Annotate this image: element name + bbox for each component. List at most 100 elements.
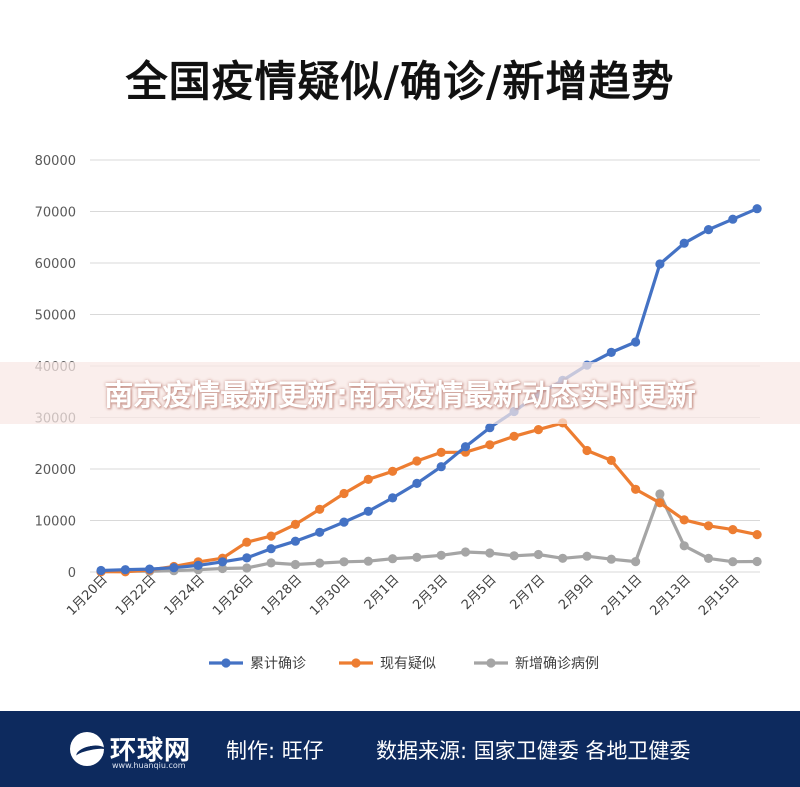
legend-item: 现有疑似 [339, 656, 436, 672]
data-point [290, 519, 300, 530]
y-tick-label: 0 [68, 566, 76, 581]
data-point [169, 563, 179, 573]
data-point [436, 462, 446, 472]
data-point [242, 553, 252, 563]
data-point [242, 537, 252, 547]
data-point [120, 565, 130, 575]
x-tick-label: 1月28日 [259, 572, 306, 619]
legend-label: 现有疑似 [380, 656, 436, 672]
data-point [145, 564, 155, 574]
data-point [752, 204, 762, 214]
data-point [217, 557, 228, 567]
data-point [363, 556, 373, 566]
data-point [412, 456, 422, 466]
data-point [728, 557, 738, 567]
data-point [315, 504, 325, 514]
data-point [266, 531, 276, 541]
logo-text: 环球网 [110, 736, 192, 766]
logo-url: www.huanqiu.com [112, 761, 186, 770]
data-point [290, 559, 300, 570]
data-point [703, 225, 714, 235]
x-tick-label: 2月9日 [556, 572, 597, 613]
data-point [582, 445, 592, 456]
y-tick-label: 50000 [35, 309, 76, 324]
series-0 [96, 204, 762, 576]
series-2 [96, 489, 762, 577]
logo-globe-icon [70, 732, 104, 766]
data-point [315, 527, 325, 537]
watermark-band [0, 362, 800, 424]
data-point [728, 214, 738, 224]
data-point [363, 474, 373, 484]
x-tick-label: 2月13日 [647, 572, 694, 619]
x-tick-label: 1月22日 [113, 572, 160, 619]
data-point [315, 558, 325, 568]
legend-label: 累计确诊 [250, 656, 306, 672]
data-point [412, 552, 422, 563]
data-point [728, 525, 738, 535]
overlay-headline: 南京疫情最新更新:南京疫情最新动态实时更新 [104, 378, 696, 412]
data-point [266, 558, 276, 568]
data-source-credit: 数据来源: 国家卫健委 各地卫健委 [376, 739, 691, 763]
data-point [485, 423, 495, 433]
data-point [509, 431, 519, 441]
series-line [100, 421, 758, 574]
data-point [606, 554, 616, 564]
line-chart: 0100002000030000400005000060000700008000… [35, 154, 762, 672]
x-tick-label: 2月1日 [362, 572, 403, 613]
x-tick-label: 1月24日 [161, 572, 208, 619]
y-tick-label: 70000 [35, 206, 76, 221]
series-line [100, 492, 758, 574]
data-point [339, 488, 349, 499]
y-tick-label: 80000 [35, 154, 76, 169]
chart-title: 全国疫情疑似/确诊/新增趋势 [125, 57, 675, 106]
data-point [96, 565, 106, 576]
data-point [606, 455, 616, 465]
data-point [217, 563, 228, 574]
y-tick-label: 60000 [35, 257, 76, 272]
data-point [485, 548, 495, 558]
data-point [752, 556, 762, 567]
data-point [679, 541, 689, 551]
legend-label: 新增确诊病例 [515, 656, 599, 672]
data-point [558, 553, 568, 563]
data-point [655, 489, 665, 499]
data-point [679, 238, 689, 248]
x-tick-label: 1月26日 [210, 572, 257, 619]
data-point [460, 547, 471, 557]
data-point [703, 521, 714, 531]
x-tick-label: 2月15日 [696, 572, 743, 619]
data-point [533, 425, 544, 435]
data-point [436, 550, 446, 560]
x-tick-label: 1月30日 [307, 572, 354, 619]
x-tick-label: 2月5日 [459, 572, 500, 613]
y-tick-label: 10000 [35, 515, 76, 530]
data-point [266, 544, 276, 554]
legend-item: 累计确诊 [209, 656, 306, 672]
data-point [631, 337, 641, 347]
legend-swatch-marker [351, 658, 361, 668]
legend-swatch-marker [221, 658, 231, 668]
data-point [363, 506, 373, 516]
y-tick-label: 20000 [35, 463, 76, 478]
x-tick-label: 2月11日 [599, 572, 646, 619]
data-point [242, 563, 252, 573]
data-point [752, 530, 762, 540]
legend-item: 新增确诊病例 [474, 656, 599, 672]
data-point [533, 549, 544, 560]
x-axis-ticks: 1月20日 1月22日 1月24日 1月26日 1月28日 1月30日 2月1日 2月3日 2月… [64, 572, 742, 619]
data-point [703, 553, 714, 564]
data-point [412, 478, 422, 488]
data-point [655, 498, 665, 508]
series-line [100, 207, 758, 573]
data-point [436, 447, 446, 457]
data-point [388, 554, 398, 564]
data-point [193, 560, 203, 571]
data-point [339, 557, 349, 567]
series-layer [96, 204, 762, 577]
data-point [339, 517, 349, 527]
footer-bar: 环球网 www.huanqiu.com 制作: 旺仔 数据来源: 国家卫健委 各… [0, 711, 800, 787]
data-point [582, 551, 592, 561]
data-point [509, 551, 519, 561]
data-point [290, 536, 300, 546]
